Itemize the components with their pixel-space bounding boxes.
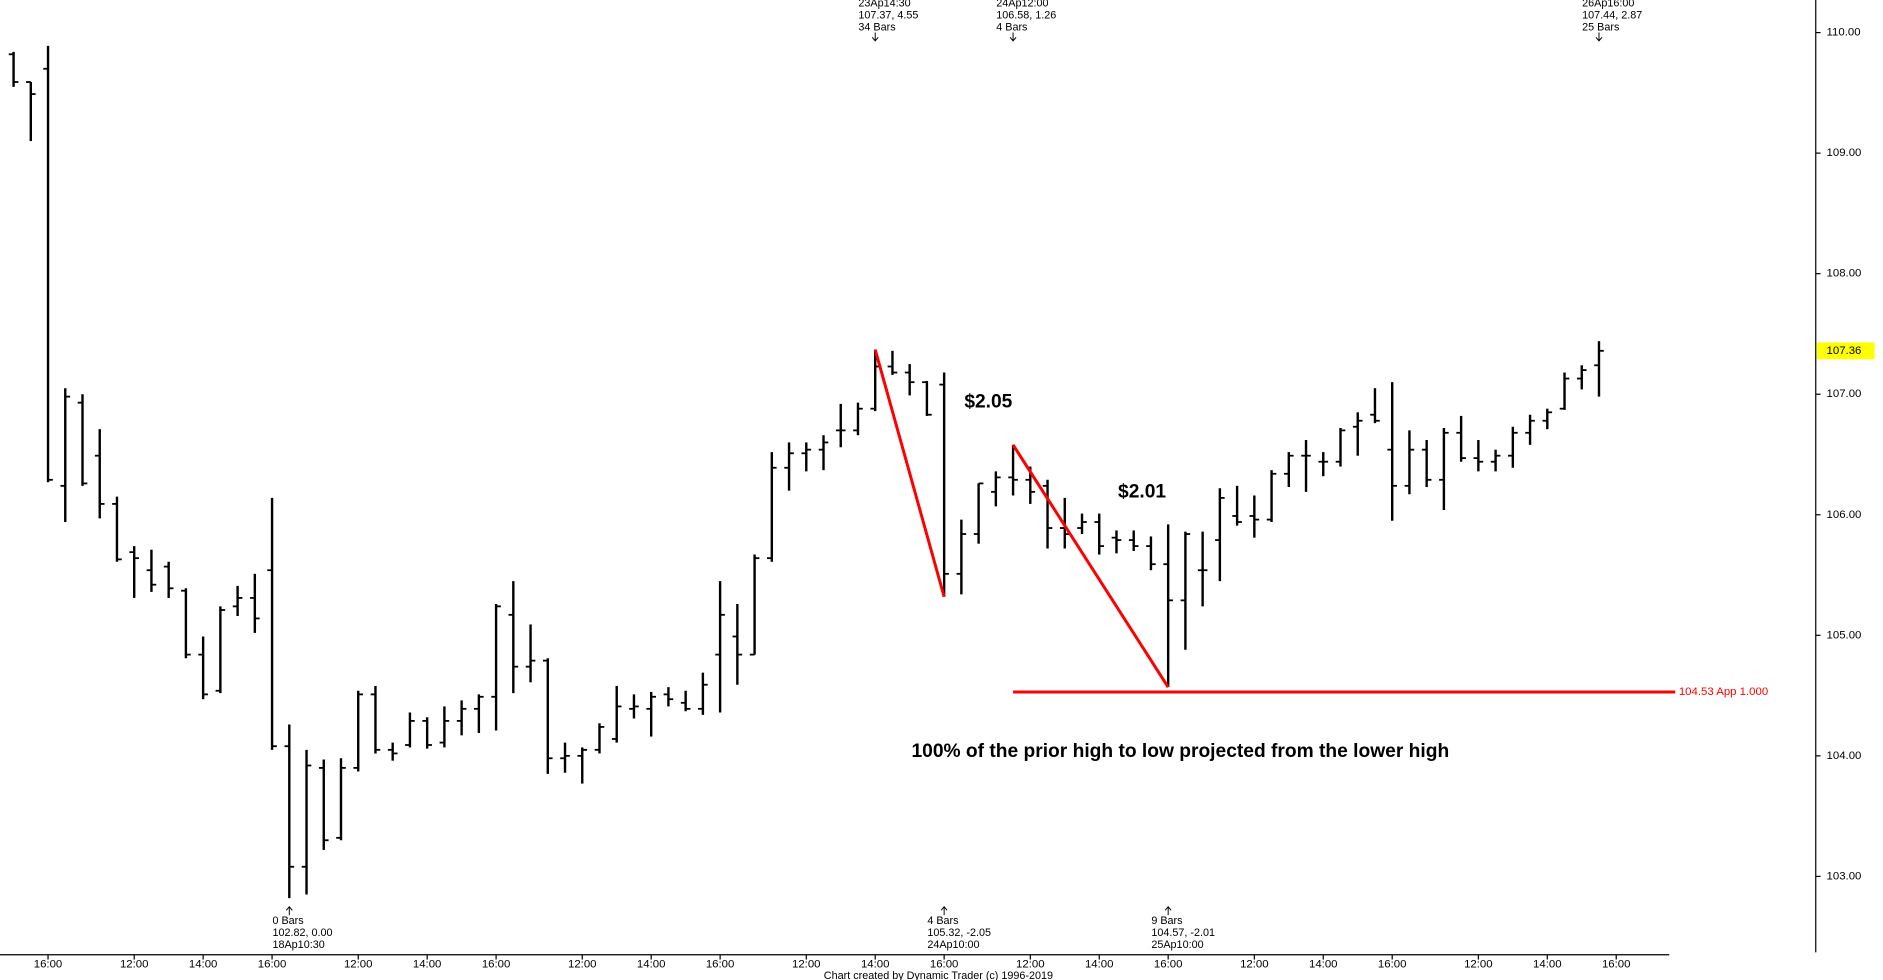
pivot-annotation: 104.57, -2.01 (1151, 927, 1215, 939)
swing-line (1011, 444, 1170, 688)
x-tick-label: 12:00 (568, 958, 597, 970)
y-tick-label: 108.00 (1827, 268, 1862, 280)
y-tick-label: 109.00 (1827, 147, 1862, 159)
x-tick-label: 14:00 (637, 958, 666, 970)
x-tick-label: 16:00 (706, 958, 735, 970)
x-tick-label: 14:00 (1085, 958, 1114, 970)
x-tick-label: 14:00 (1309, 958, 1338, 970)
x-tick-label: 14:00 (1533, 958, 1562, 970)
last-price-label: 107.36 (1827, 345, 1862, 357)
move-label: $2.05 (964, 391, 1012, 412)
pivot-annotation: 25 Bars (1582, 22, 1620, 34)
move-label: $2.01 (1118, 481, 1166, 502)
footer: Chart created by Dynamic Trader (c) 1996… (824, 970, 1053, 980)
pivot-arrow (285, 905, 293, 916)
pivot-annotation: 107.44, 2.87 (1582, 10, 1642, 22)
pivot-annotation: 4 Bars (927, 915, 959, 927)
x-tick-label: 12:00 (1240, 958, 1269, 970)
pivot-annotation: 24Ap12:00 (996, 0, 1048, 9)
y-tick-label: 103.00 (1827, 870, 1862, 882)
pivot-arrow (1595, 32, 1603, 42)
x-tick-label: 14:00 (189, 958, 218, 970)
pivot-annotation: 18Ap10:30 (272, 939, 324, 951)
swing-line (873, 349, 946, 598)
x-tick-label: 16:00 (482, 958, 511, 970)
x-tick-label: 16:00 (930, 958, 959, 970)
y-tick-label: 105.00 (1827, 629, 1862, 641)
pivot-arrow (1164, 905, 1172, 916)
pivot-annotation: 34 Bars (858, 22, 896, 34)
x-tick-label: 16:00 (34, 958, 63, 970)
last-price-box (1816, 342, 1875, 360)
pivot-annotation: 107.37, 4.55 (858, 10, 918, 22)
pivot-annotation: 4 Bars (996, 22, 1028, 34)
x-tick-label: 14:00 (413, 958, 442, 970)
projection-label: 104.53 App 1.000 (1679, 686, 1768, 698)
pivot-arrow (940, 905, 948, 916)
x-tick-label: 16:00 (258, 958, 287, 970)
pivot-annotation: 105.32, -2.05 (927, 927, 991, 939)
x-tick-label: 16:00 (1378, 958, 1407, 970)
x-tick-label: 12:00 (120, 958, 149, 970)
x-tick-label: 14:00 (861, 958, 890, 970)
pivot-annotation: 25Ap10:00 (1151, 939, 1203, 951)
y-tick-label: 110.00 (1827, 27, 1861, 39)
y-tick-label: 106.00 (1827, 509, 1862, 521)
x-tick-label: 16:00 (1154, 958, 1183, 970)
pivot-annotation: 102.82, 0.00 (272, 927, 332, 939)
x-tick-label: 12:00 (1016, 958, 1045, 970)
x-tick-label: 12:00 (1464, 958, 1493, 970)
pivot-arrow (1009, 32, 1017, 42)
y-tick-label: 107.00 (1827, 388, 1862, 400)
y-tick-label: 104.00 (1827, 750, 1862, 762)
pivot-annotation: 26Ap16:00 (1582, 0, 1634, 9)
x-tick-label: 16:00 (1602, 958, 1631, 970)
pivot-arrow (871, 32, 879, 42)
pivot-annotation: 106.58, 1.26 (996, 10, 1056, 22)
pivot-annotation: 0 Bars (272, 915, 304, 927)
caption: 100% of the prior high to low projected … (911, 741, 1449, 762)
pivot-annotation: 24Ap10:00 (927, 939, 979, 951)
pivot-annotation: 9 Bars (1151, 915, 1183, 927)
x-tick-label: 12:00 (344, 958, 373, 970)
x-tick-label: 12:00 (792, 958, 821, 970)
pivot-annotation: 23Ap14:30 (858, 0, 910, 9)
